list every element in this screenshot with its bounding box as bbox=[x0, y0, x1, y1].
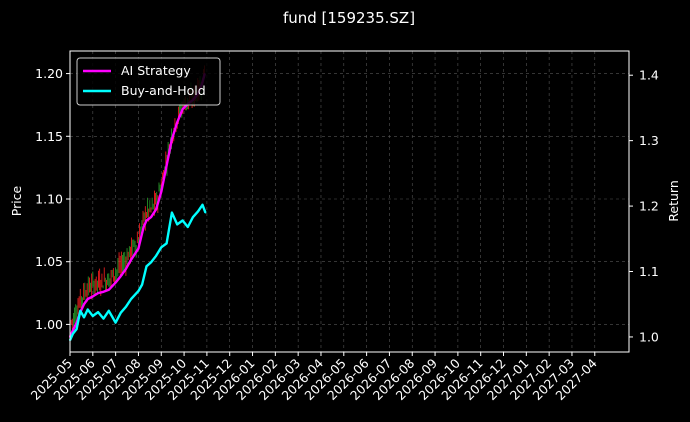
data-point-buy-and-hold bbox=[102, 317, 105, 320]
data-point-buy-and-hold bbox=[201, 203, 204, 206]
data-point-ai-strategy bbox=[137, 247, 140, 250]
data-point-ai-strategy bbox=[119, 275, 122, 277]
data-point-ai-strategy bbox=[107, 288, 110, 291]
data-point-buy-and-hold bbox=[171, 211, 173, 214]
data-point-ai-strategy bbox=[86, 298, 89, 300]
data-point-ai-strategy bbox=[176, 121, 179, 124]
y-right-tick-label: 1.0 bbox=[639, 329, 659, 344]
data-point-buy-and-hold bbox=[83, 316, 85, 319]
data-point-buy-and-hold bbox=[150, 261, 152, 264]
data-point-buy-and-hold bbox=[204, 211, 207, 214]
data-point-buy-and-hold bbox=[119, 311, 122, 314]
y-axis-left-label: Price bbox=[9, 185, 24, 216]
y-left-tick-label: 1.00 bbox=[35, 317, 63, 332]
data-point-buy-and-hold bbox=[197, 210, 199, 213]
data-point-ai-strategy bbox=[150, 216, 152, 219]
legend: AI Strategy Buy-and-Hold bbox=[76, 57, 221, 106]
y-left-tick-label: 1.20 bbox=[35, 66, 63, 81]
y-right-tick-label: 1.3 bbox=[639, 133, 659, 148]
data-point-buy-and-hold bbox=[141, 283, 144, 286]
data-point-buy-and-hold bbox=[72, 332, 74, 335]
legend-box bbox=[76, 57, 221, 106]
y-axis-right-label: Return bbox=[666, 180, 681, 221]
data-point-ai-strategy bbox=[114, 281, 117, 284]
y-right-tick-label: 1.2 bbox=[639, 199, 659, 214]
data-point-buy-and-hold bbox=[137, 290, 140, 293]
data-point-buy-and-hold bbox=[165, 242, 168, 245]
data-point-buy-and-hold bbox=[75, 328, 78, 330]
data-point-ai-strategy bbox=[125, 267, 127, 270]
data-point-ai-strategy bbox=[83, 303, 85, 306]
x-axis: 2025-052025-062025-072025-082025-092025-… bbox=[28, 352, 600, 403]
y-axis-right: 1.0 1.1 1.2 1.3 1.4 bbox=[629, 68, 659, 344]
data-point-ai-strategy bbox=[165, 164, 168, 167]
data-point-ai-strategy bbox=[72, 329, 74, 332]
legend-label-buy-and-hold: Buy-and-Hold bbox=[121, 83, 206, 98]
data-point-ai-strategy bbox=[160, 190, 163, 193]
data-point-ai-strategy bbox=[142, 226, 145, 228]
grid bbox=[69, 51, 629, 352]
data-point-buy-and-hold bbox=[130, 298, 132, 300]
data-point-buy-and-hold bbox=[114, 321, 117, 324]
series-line-ai-strategy bbox=[68, 73, 206, 338]
data-point-buy-and-hold bbox=[107, 309, 110, 312]
data-point-ai-strategy bbox=[97, 292, 100, 295]
chart-title: fund [159235.SZ] bbox=[283, 9, 415, 27]
data-point-buy-and-hold bbox=[176, 223, 179, 226]
y-right-tick-label: 1.1 bbox=[639, 264, 659, 279]
y-left-tick-label: 1.15 bbox=[35, 129, 63, 144]
data-point-ai-strategy bbox=[155, 208, 158, 211]
plot-frame bbox=[69, 50, 630, 353]
data-point-buy-and-hold bbox=[86, 308, 89, 311]
legend-label-ai-strategy: AI Strategy bbox=[121, 63, 191, 78]
y-axis-left: 1.00 1.05 1.10 1.15 1.20 bbox=[35, 66, 70, 332]
y-right-tick-label: 1.4 bbox=[639, 68, 659, 83]
data-point-buy-and-hold bbox=[155, 254, 158, 257]
data-point-buy-and-hold bbox=[145, 265, 148, 268]
data-point-ai-strategy bbox=[181, 108, 184, 111]
data-point-buy-and-hold bbox=[160, 246, 163, 249]
data-point-buy-and-hold bbox=[192, 216, 194, 219]
data-point-ai-strategy bbox=[145, 219, 148, 222]
series-lines bbox=[68, 73, 207, 342]
series-line-buy-and-hold bbox=[68, 203, 207, 341]
data-point-buy-and-hold bbox=[125, 305, 127, 308]
data-point-buy-and-hold bbox=[181, 219, 184, 222]
data-point-ai-strategy bbox=[102, 290, 105, 293]
y-left-tick-label: 1.05 bbox=[35, 254, 63, 269]
data-point-ai-strategy bbox=[130, 258, 132, 261]
data-point-buy-and-hold bbox=[97, 311, 100, 313]
data-point-ai-strategy bbox=[91, 295, 94, 298]
y-left-tick-label: 1.10 bbox=[35, 191, 63, 206]
data-point-buy-and-hold bbox=[79, 309, 82, 312]
data-point-ai-strategy bbox=[171, 138, 173, 141]
data-point-buy-and-hold bbox=[186, 226, 189, 228]
data-point-buy-and-hold bbox=[91, 315, 94, 317]
